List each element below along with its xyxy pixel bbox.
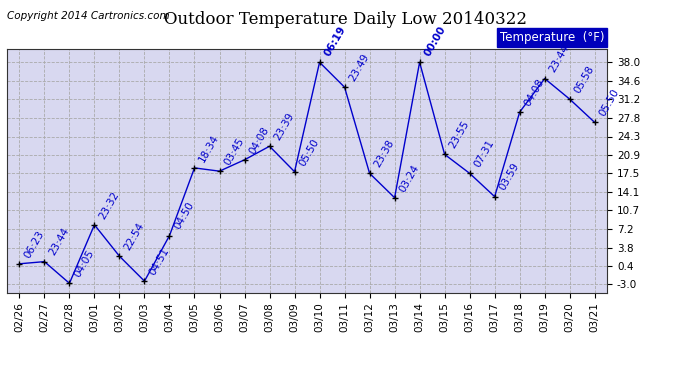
Text: Copyright 2014 Cartronics.com: Copyright 2014 Cartronics.com: [7, 11, 170, 21]
Text: 05:50: 05:50: [598, 87, 621, 118]
Text: 05:58: 05:58: [573, 64, 596, 95]
Text: 23:32: 23:32: [97, 189, 121, 220]
Text: 04:08: 04:08: [247, 125, 271, 156]
Text: 23:49: 23:49: [347, 52, 371, 83]
Text: 04:51: 04:51: [147, 246, 171, 277]
Text: Temperature  (°F): Temperature (°F): [500, 31, 604, 44]
Text: 05:50: 05:50: [297, 136, 321, 168]
Text: 18:34: 18:34: [197, 133, 221, 164]
Text: 03:24: 03:24: [397, 162, 421, 194]
Text: 07:31: 07:31: [473, 138, 496, 169]
Text: 23:39: 23:39: [273, 111, 296, 142]
Text: 04:50: 04:50: [172, 201, 196, 231]
Text: 23:44: 23:44: [47, 226, 71, 258]
Text: 23:38: 23:38: [373, 138, 396, 169]
Text: 04:05: 04:05: [72, 248, 96, 279]
Text: 03:45: 03:45: [222, 136, 246, 167]
Text: 22:54: 22:54: [122, 221, 146, 252]
Text: 00:00: 00:00: [422, 24, 448, 58]
Text: 03:59: 03:59: [497, 162, 521, 192]
Text: 23:55: 23:55: [447, 119, 471, 150]
Text: 06:23: 06:23: [22, 229, 46, 260]
Text: 23:44: 23:44: [547, 43, 571, 74]
Text: 06:19: 06:19: [322, 24, 348, 58]
Text: 04:08: 04:08: [522, 77, 546, 108]
Text: Outdoor Temperature Daily Low 20140322: Outdoor Temperature Daily Low 20140322: [164, 11, 526, 28]
